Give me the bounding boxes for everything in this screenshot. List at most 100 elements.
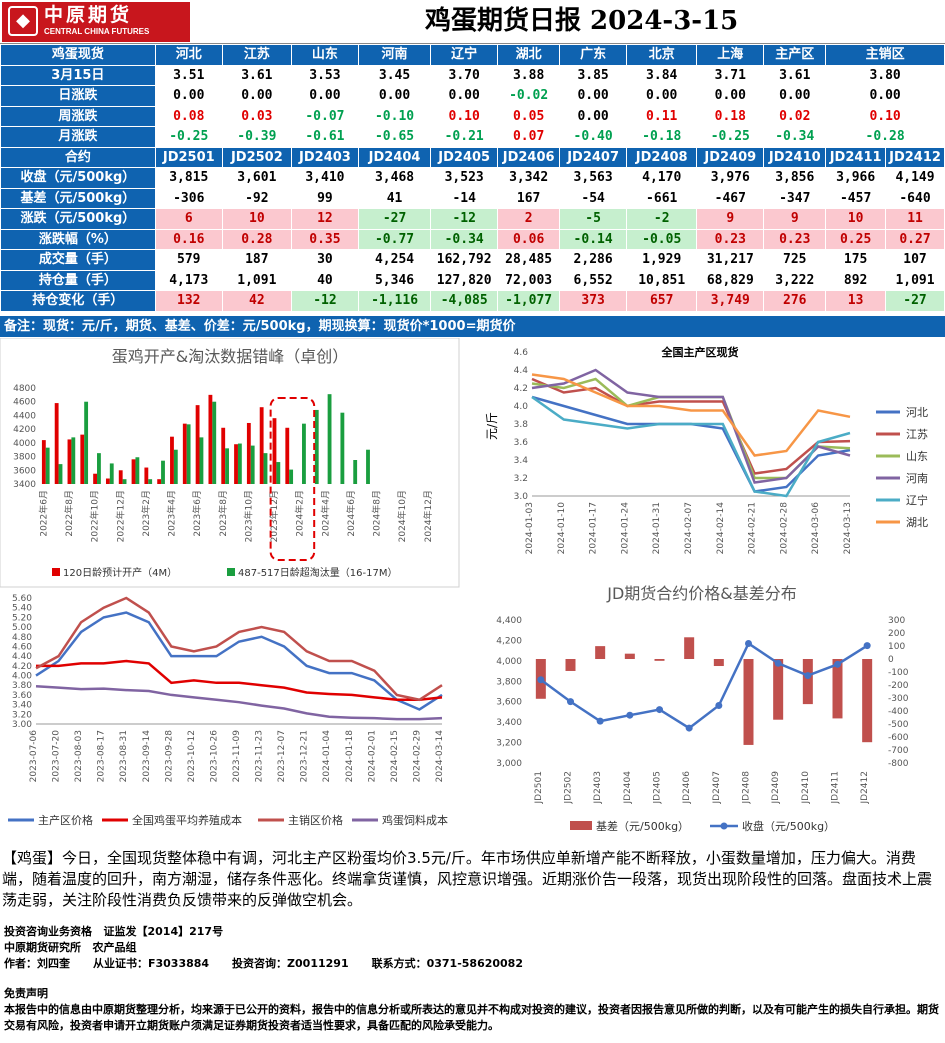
legend-label: 120日龄预计开产（4M） [63,566,177,579]
y2-tick-label: 100 [888,642,905,652]
contract-header-label: 合约 [0,146,156,168]
basis-bar [624,653,635,659]
y-tick-label: 4.60 [12,642,32,652]
spot-cell: 3.70 [430,64,499,86]
bar [118,470,123,484]
spot-cell: -0.40 [559,126,628,148]
x-tick-label: 2024-02-21 [748,502,758,554]
x-tick-label: 2023-12-07 [277,730,287,782]
x-tick-label: 2023年6月 [191,490,203,537]
highlight-box [269,397,316,561]
region-header: 河北 [154,44,223,66]
x-tick-label: 2024-02-29 [412,730,422,783]
region-header: 山东 [290,44,359,66]
spot-cell: -0.18 [626,126,698,148]
futures-cell: -54 [559,187,628,209]
close-point [834,660,841,668]
futures-cell: 0.35 [290,228,359,250]
x-tick-label: 2024-01-18 [345,730,355,783]
quote-table: 鸡蛋现货 河北 江苏 山东 河南 辽宁 湖北 广东 北京 上海 主产区 主销区 3月15日 3.51 3.6… [0,44,945,312]
futures-cell: 175 [825,249,887,271]
y-tick-label: 4.40 [12,652,32,662]
futures-cell: -12 [430,208,499,230]
futures-cell: -27 [885,290,945,312]
bar [182,423,187,484]
y2-tick-label: -700 [888,746,909,756]
futures-cell: 0.06 [497,228,561,250]
x-tick-label: 2023年10月 [242,490,254,542]
futures-cell: 10 [221,208,292,230]
futures-cell: -14 [430,187,499,209]
spot-cell: 3.85 [559,64,628,86]
contract-header: JD2408 [626,146,698,168]
spot-cell: -0.39 [221,126,292,148]
basis-bar [832,659,843,719]
contract-header: JD2412 [885,146,945,168]
futures-cell: 1,091 [885,269,945,291]
y-tick-label: 3.4 [514,456,529,466]
chart-title: 全国主产区现货 [661,345,739,359]
region-header: 广东 [559,44,628,66]
bar [263,453,268,484]
bar [157,479,162,484]
x-tick-label: JD2406 [682,771,692,805]
spot-header-label: 鸡蛋现货 [0,44,156,66]
spot-cell: 3.53 [290,64,359,86]
x-tick-label: 2023-08-03 [74,730,84,782]
series-line [531,368,851,484]
bar [58,464,63,484]
bar [285,427,290,484]
basis-bar [743,659,754,745]
legend-label: 基差（元/500kg） [596,819,689,833]
futures-cell: 72,003 [497,269,561,291]
futures-cell: 12 [290,208,359,230]
futures-cell: 167 [497,187,561,209]
y-axis-label: 元/斤 [485,412,499,440]
legend-label: 辽宁 [906,493,928,507]
spot-cell: -0.02 [497,85,561,107]
futures-cell: 187 [221,249,292,271]
contract-header: JD2407 [559,146,628,168]
close-point [626,711,634,719]
bar [131,459,136,484]
region-header: 主销区 [825,44,945,66]
series-line [35,596,443,702]
close-point [863,642,871,650]
basis-bar [565,659,576,671]
futures-row-label: 持仓变化（手） [0,290,156,312]
spot-cell: 3.61 [221,64,292,86]
y-tick-label: 3.00 [12,720,32,730]
bar [366,449,370,484]
close-point [745,639,752,647]
y-tick-label: 3.40 [12,701,32,711]
y-tick-label: 3.0 [514,492,529,502]
hatch-cull-chart: 蛋鸡开产&淘汰数据错峰（卓创） 3400 3600 3800 4000 4200 4400 4… [0,338,460,588]
license-line: 投资咨询业务资格 证监发【2014】217号 [4,925,224,938]
futures-cell: 3,342 [497,167,561,189]
futures-cell: -0.14 [559,228,628,250]
company-logo: ◆ 中原期货 CENTRAL CHINA FUTURES [2,2,190,42]
legend-label: 主产区价格 [38,813,93,827]
futures-cell: 657 [626,290,698,312]
futures-cell: 2 [497,208,561,230]
x-tick-label: 2023年4月 [166,490,178,537]
bar [170,436,174,484]
bar [272,418,277,484]
bar [327,394,332,484]
futures-cell: 3,815 [154,167,223,189]
spot-cell: 0.00 [559,105,628,127]
y2-tick-label: 0 [888,655,894,665]
y-tick-label: 4,400 [496,616,522,626]
futures-cell: 1,929 [626,249,698,271]
spot-cell: 3.45 [357,64,432,86]
bar [340,412,345,484]
commentary-text: 【鸡蛋】今日，全国现货整体稳中有调，河北主产区粉蛋均价3.5元/斤。年市场供应单… [2,849,933,909]
report-header: ◆ 中原期货 CENTRAL CHINA FUTURES 鸡蛋期货日报 2024… [0,0,945,44]
y-tick-label: 3800 [13,453,36,463]
futures-cell: 5,346 [357,269,432,291]
x-tick-label: 2023-08-17 [97,730,107,782]
spot-cell: -0.21 [430,126,499,148]
close-point [537,676,545,684]
bar [45,447,50,484]
futures-cell: -457 [825,187,887,209]
